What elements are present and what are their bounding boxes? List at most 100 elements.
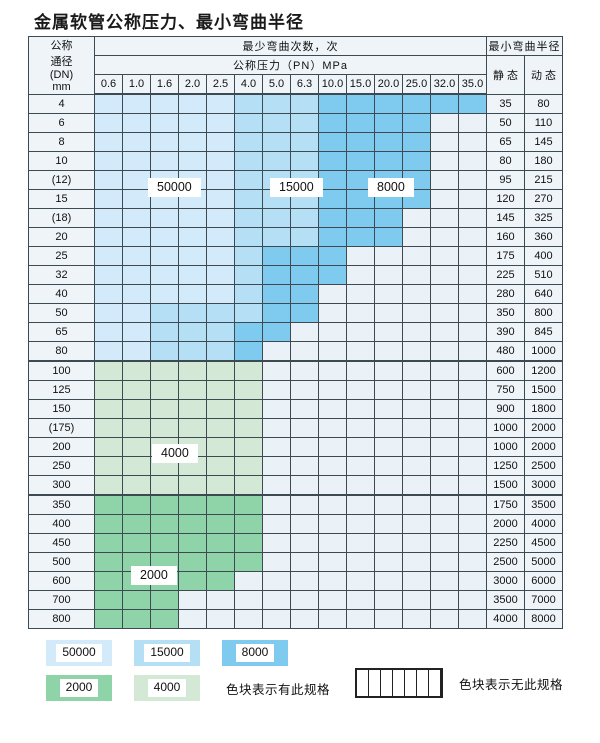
grid-cell — [374, 360, 403, 381]
grid-cell — [290, 590, 319, 610]
header-dn: 公称 通径 (DN) mm — [28, 36, 95, 95]
grid-cell — [178, 360, 207, 381]
grid-cell — [402, 151, 431, 171]
radius-static-cell: 50 — [486, 113, 525, 133]
grid-cell — [150, 246, 179, 266]
grid-cell — [430, 265, 459, 285]
grid-cell — [262, 456, 291, 476]
dn-cell: 600 — [28, 571, 95, 591]
radius-static-cell: 1000 — [486, 418, 525, 438]
pressure-column-header: 1.0 — [122, 74, 151, 95]
grid-cell — [402, 322, 431, 342]
pressure-column-header: 25.0 — [402, 74, 431, 95]
grid-cell — [122, 380, 151, 400]
grid-cell — [402, 380, 431, 400]
grid-cell — [122, 303, 151, 323]
grid-cell — [346, 571, 375, 591]
grid-cell — [430, 208, 459, 228]
grid-cell — [290, 418, 319, 438]
table-row: 40 280 640 — [28, 284, 563, 304]
grid-cell — [402, 533, 431, 553]
grid-cell — [290, 475, 319, 496]
grid-cell — [122, 113, 151, 133]
legend-swatch-label: 4000 — [147, 679, 187, 697]
grid-cell — [206, 132, 235, 152]
grid-cell — [262, 208, 291, 228]
table-row: 125 750 1500 — [28, 380, 563, 400]
grid-cell — [458, 132, 487, 152]
grid-cell — [290, 303, 319, 323]
grid-cell — [374, 456, 403, 476]
header-row-3: 0.6 1.0 1.6 2.0 2.5 4.0 5.0 6.3 10.0 15.0 20.0 25.0… — [29, 74, 563, 95]
grid-cell — [318, 151, 347, 171]
grid-cell — [290, 132, 319, 152]
grid-cell — [234, 437, 263, 457]
grid-cell — [374, 246, 403, 266]
table-row: 600 3000 6000 — [28, 571, 563, 591]
page-title: 金属软管公称压力、最小弯曲半径 — [34, 13, 304, 33]
grid-cell — [234, 533, 263, 553]
grid-cell — [94, 514, 123, 534]
grid-cell — [262, 113, 291, 133]
table-row: 10 80 180 — [28, 151, 563, 171]
block-callout-label: 4000 — [152, 444, 198, 463]
table-row: 20 160 360 — [28, 227, 563, 247]
grid-cell — [122, 170, 151, 190]
radius-dynamic-cell: 4000 — [524, 514, 563, 534]
pressure-column-header: 6.3 — [290, 74, 319, 95]
grid-cell — [122, 246, 151, 266]
radius-static-cell: 35 — [486, 93, 525, 114]
grid-cell — [150, 132, 179, 152]
grid-cell — [290, 437, 319, 457]
table-row: 350 1750 3500 — [28, 494, 563, 515]
grid-cell — [374, 265, 403, 285]
grid-cell — [122, 494, 151, 515]
dn-cell: 700 — [28, 590, 95, 610]
grid-cell — [318, 341, 347, 362]
grid-cell — [150, 341, 179, 362]
dn-cell: 80 — [28, 341, 95, 362]
grid-cell — [318, 284, 347, 304]
table-row: 300 1500 3000 — [28, 475, 563, 496]
grid-cell — [234, 208, 263, 228]
dn-cell: (12) — [28, 170, 95, 190]
grid-cell — [318, 590, 347, 610]
grid-cell — [206, 93, 235, 114]
grid-cell — [346, 475, 375, 496]
grid-cell — [346, 132, 375, 152]
grid-cell — [178, 208, 207, 228]
legend-row-green: 2000 4000 色块表示有此规格 — [46, 675, 330, 701]
grid-cell — [374, 341, 403, 362]
grid-cell — [430, 494, 459, 515]
grid-cell — [178, 284, 207, 304]
pressure-column-header: 4.0 — [234, 74, 263, 95]
grid-cell — [150, 399, 179, 419]
header-dn-line-3: (DN) — [49, 69, 74, 82]
grid-cell — [94, 151, 123, 171]
grid-cell — [374, 437, 403, 457]
dn-cell: 4 — [28, 93, 95, 114]
dn-cell: 15 — [28, 189, 95, 209]
dn-cell: 150 — [28, 399, 95, 419]
grid-cell — [206, 208, 235, 228]
table-row: 50 350 800 — [28, 303, 563, 323]
grid-cell — [346, 303, 375, 323]
grid-cell — [458, 341, 487, 362]
grid-cell — [346, 399, 375, 419]
table-row: 4 35 80 — [28, 93, 563, 114]
grid-cell — [262, 303, 291, 323]
grid-cell — [122, 360, 151, 381]
grid-cell — [262, 590, 291, 610]
table-row: 25 175 400 — [28, 246, 563, 266]
radius-dynamic-cell: 360 — [524, 227, 563, 247]
grid-cell — [458, 380, 487, 400]
grid-cell — [262, 265, 291, 285]
grid-cell — [206, 151, 235, 171]
grid-cell — [262, 132, 291, 152]
grid-cell — [374, 113, 403, 133]
grid-cell — [206, 437, 235, 457]
grid-cell — [234, 552, 263, 572]
grid-cell — [374, 590, 403, 610]
grid-cell — [458, 456, 487, 476]
grid-cell — [262, 227, 291, 247]
